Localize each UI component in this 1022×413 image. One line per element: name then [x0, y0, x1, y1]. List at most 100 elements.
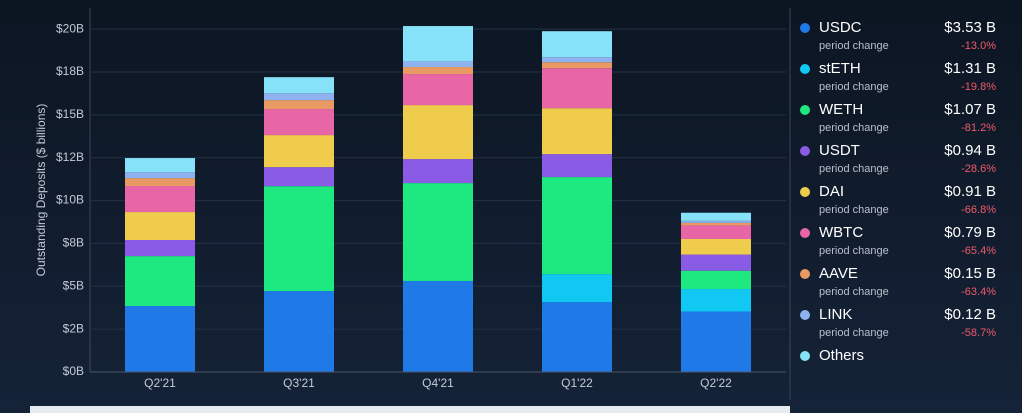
bar-segment — [542, 274, 612, 303]
x-tick-label: Q4'21 — [422, 376, 454, 390]
legend-amount: $0.94 B — [944, 142, 996, 159]
bar-segment — [542, 31, 612, 58]
bar-segment — [542, 62, 612, 69]
bar-segment — [403, 280, 473, 372]
x-tick-label: Q2'22 — [700, 376, 732, 390]
bar-segment — [403, 183, 473, 281]
legend-swatch — [800, 310, 810, 320]
legend-change: -65.4% — [961, 245, 996, 257]
legend-label: Others — [819, 347, 864, 364]
legend-sublabel: period change — [819, 327, 889, 339]
legend-swatch — [800, 187, 810, 197]
legend-swatch — [800, 228, 810, 238]
y-tick-label: $10B — [56, 193, 84, 207]
bar-segment — [681, 289, 751, 312]
legend-change: -63.4% — [961, 286, 996, 298]
bar-segment — [125, 172, 195, 179]
y-tick-label: $15B — [56, 107, 84, 121]
y-tick-label: $0B — [63, 364, 84, 378]
bar-segment — [264, 135, 334, 168]
y-axis-label: Outstanding Deposits ($ billions) — [34, 104, 48, 277]
legend-sublabel: period change — [819, 122, 889, 134]
bottom-bar — [30, 406, 790, 413]
legend-swatch — [800, 146, 810, 156]
legend-label: WBTC — [819, 224, 863, 241]
bar-segment — [542, 68, 612, 109]
bar-segment — [125, 158, 195, 173]
bar-segment — [125, 178, 195, 186]
legend-sublabel: period change — [819, 163, 889, 175]
bar-segment — [681, 212, 751, 221]
bar-segment — [264, 167, 334, 187]
bar-segment — [125, 212, 195, 240]
bar-segment — [125, 186, 195, 213]
legend-amount: $0.15 B — [944, 265, 996, 282]
legend-swatch — [800, 64, 810, 74]
bar-segment — [403, 105, 473, 160]
legend-amount: $1.07 B — [944, 101, 996, 118]
bar-segment — [403, 74, 473, 106]
y-tick-label: $5B — [63, 278, 84, 292]
legend-change: -66.8% — [961, 204, 996, 216]
bar-segment — [264, 109, 334, 136]
bar-segment — [681, 270, 751, 290]
legend-label: USDT — [819, 142, 860, 159]
legend-label: USDC — [819, 19, 862, 36]
legend-amount: $1.31 B — [944, 60, 996, 77]
bar-segment — [403, 61, 473, 68]
bar-segment — [264, 100, 334, 110]
bar-segment — [681, 311, 751, 372]
legend-sublabel: period change — [819, 286, 889, 298]
legend-amount: $3.53 B — [944, 19, 996, 36]
bar-segment — [681, 238, 751, 255]
legend-label: AAVE — [819, 265, 858, 282]
bar-segment — [542, 302, 612, 372]
bar-segment — [403, 67, 473, 75]
legend-label: WETH — [819, 101, 863, 118]
bar-segment — [403, 159, 473, 184]
bar-segment — [125, 306, 195, 372]
legend-change: -58.7% — [961, 327, 996, 339]
y-tick-label: $18B — [56, 64, 84, 78]
bar-segment — [542, 177, 612, 275]
bar-segment — [542, 108, 612, 155]
bar-segment — [681, 225, 751, 239]
y-tick-label: $8B — [63, 236, 84, 250]
legend-change: -13.0% — [961, 40, 996, 52]
legend-amount: $0.12 B — [944, 306, 996, 323]
bar-segment — [681, 254, 751, 271]
bar-segment — [264, 291, 334, 372]
legend-change: -81.2% — [961, 122, 996, 134]
bar-segment — [403, 26, 473, 62]
legend-label: DAI — [819, 183, 844, 200]
y-tick-label: $2B — [63, 321, 84, 335]
legend-sublabel: period change — [819, 81, 889, 93]
legend-swatch — [800, 105, 810, 115]
legend-sublabel: period change — [819, 245, 889, 257]
bar-segment — [681, 220, 751, 223]
legend-label: LINK — [819, 306, 852, 323]
bar-segment — [264, 77, 334, 94]
legend-label: stETH — [819, 60, 861, 77]
legend-amount: $0.91 B — [944, 183, 996, 200]
bar-segment — [125, 240, 195, 257]
legend-change: -28.6% — [961, 163, 996, 175]
y-tick-label: $12B — [56, 150, 84, 164]
legend-amount: $0.79 B — [944, 224, 996, 241]
bar-segment — [542, 154, 612, 178]
x-tick-label: Q1'22 — [561, 376, 593, 390]
legend-swatch — [800, 269, 810, 279]
legend-sublabel: period change — [819, 40, 889, 52]
bar-segment — [542, 57, 612, 63]
x-tick-label: Q3'21 — [283, 376, 315, 390]
bar-segment — [264, 186, 334, 292]
bar-segment — [125, 256, 195, 306]
legend-swatch — [800, 351, 810, 361]
legend-change: -19.8% — [961, 81, 996, 93]
y-tick-label: $20B — [56, 21, 84, 35]
legend-swatch — [800, 23, 810, 33]
bar-segment — [681, 222, 751, 226]
legend-sublabel: period change — [819, 204, 889, 216]
bar-segment — [264, 93, 334, 101]
